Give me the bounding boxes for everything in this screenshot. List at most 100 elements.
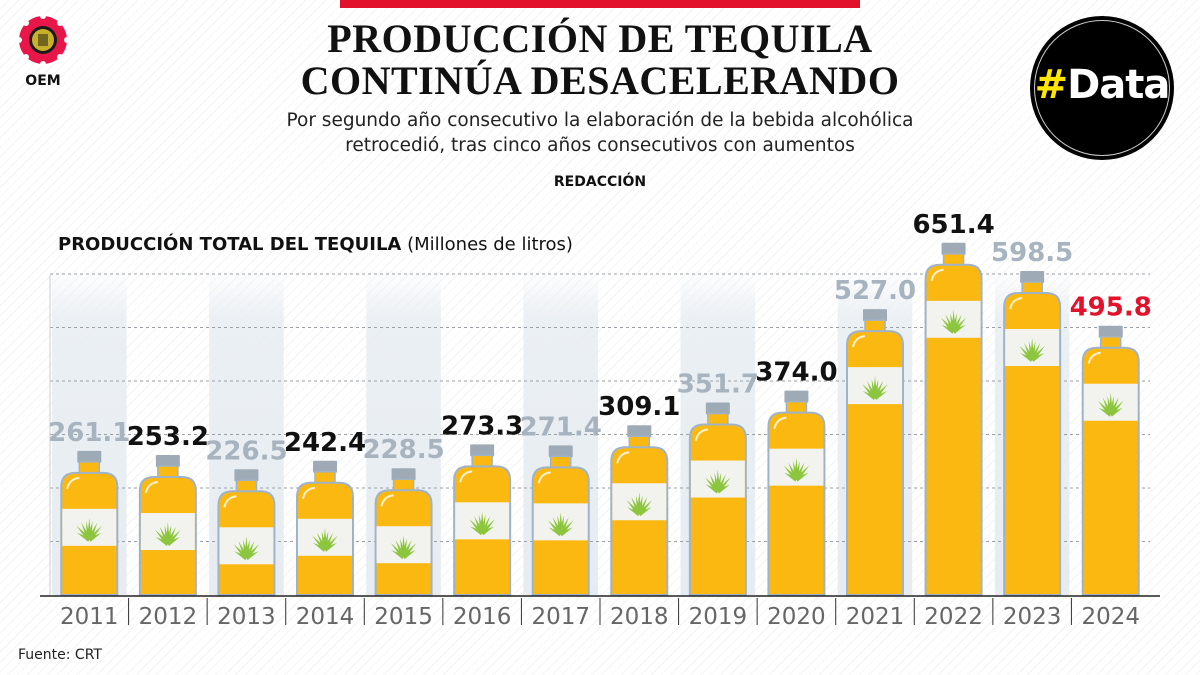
agave-icon	[76, 517, 102, 542]
agave-icon	[940, 309, 967, 334]
hashtag-symbol: #	[1034, 62, 1069, 108]
bottle-2022	[924, 242, 983, 596]
value-label: 351.7	[677, 370, 759, 400]
agave-leaf	[638, 507, 652, 517]
bottle-highlight	[66, 476, 80, 490]
value-label: 226.5	[205, 436, 287, 466]
x-tick-label: 2011	[60, 604, 119, 630]
bottle-highlight	[302, 486, 316, 500]
value-label: 273.3	[441, 411, 523, 441]
value-label: 374.0	[755, 358, 837, 388]
agave-leaf	[88, 532, 102, 542]
bottle-2017	[531, 445, 590, 596]
agave-icon	[155, 522, 181, 546]
agave-leaf	[952, 324, 966, 334]
source-note: Fuente: CRT	[18, 647, 102, 663]
subtitle: Por segundo año consecutivo la elaboraci…	[0, 108, 1200, 158]
x-tick-label: 2021	[846, 604, 905, 630]
chart-title: PRODUCCIÓN TOTAL DEL TEQUILA (Millones d…	[58, 234, 573, 255]
bottle-2012	[138, 455, 197, 596]
bottle-body	[688, 423, 747, 596]
bottle-2013	[217, 469, 276, 596]
bottle-highlight	[537, 471, 551, 484]
bottle-cap	[784, 390, 809, 403]
value-label: 598.5	[991, 238, 1073, 268]
value-label: 495.8	[1070, 293, 1152, 323]
bottle-body	[924, 263, 983, 596]
agave-icon	[1019, 337, 1045, 362]
bottle-highlight	[223, 495, 237, 508]
agave-leaf	[245, 551, 259, 561]
agave-leaf	[481, 526, 495, 536]
x-tick-label: 2022	[924, 604, 983, 630]
bottle-highlight	[1087, 351, 1101, 364]
bottle-highlight	[852, 335, 866, 348]
bottle-cap	[863, 309, 887, 322]
bottle-highlight	[930, 268, 944, 282]
value-label: 228.5	[362, 435, 444, 465]
agave-leaf	[323, 532, 334, 551]
agave-icon	[862, 376, 888, 401]
bottle-highlight	[144, 481, 158, 494]
x-tick-label: 2024	[1081, 604, 1140, 630]
bottle-cap	[470, 444, 495, 457]
bottle-cap	[1020, 270, 1045, 283]
bottle-cap	[548, 445, 573, 458]
agave-leaf	[87, 522, 98, 541]
byline: REDACCIÓN	[553, 174, 647, 190]
x-tick-label: 2019	[689, 604, 748, 630]
bottle-highlight	[459, 470, 473, 483]
bottle-cap	[391, 468, 416, 481]
bottle-body	[767, 411, 826, 596]
x-tick-label: 2012	[139, 604, 198, 630]
page-title: PRODUCCIÓN DE TEQUILA CONTINÚA DESACELER…	[0, 18, 1200, 102]
agave-leaf	[1031, 352, 1045, 362]
bottle-highlight	[773, 416, 787, 429]
agave-leaf	[715, 474, 726, 493]
agave-icon	[705, 469, 731, 494]
value-label: 651.4	[912, 210, 994, 240]
agave-leaf	[559, 527, 573, 537]
agave-leaf	[951, 314, 962, 333]
agave-icon	[548, 512, 574, 537]
agave-leaf	[166, 537, 180, 546]
bottle-2020	[767, 390, 826, 596]
title-line-2: CONTINÚA DESACELERANDO	[300, 58, 900, 103]
bottle-2011	[60, 450, 119, 596]
data-badge: #Data	[1030, 16, 1174, 160]
x-tick-label: 2017	[531, 604, 590, 630]
agave-leaf	[1108, 397, 1119, 416]
agave-leaf	[401, 539, 412, 559]
sun-emblem-icon	[16, 13, 70, 67]
bottle-cap	[705, 402, 730, 415]
agave-leaf	[165, 526, 176, 545]
value-label: 253.2	[127, 422, 209, 452]
agave-leaf	[1109, 407, 1123, 417]
logo-text: OEM	[25, 73, 60, 89]
bottle-cap	[155, 455, 180, 468]
badge-word: Data	[1067, 62, 1170, 108]
bottle-2018	[610, 425, 669, 596]
agave-leaf	[637, 497, 648, 516]
bottle-highlight	[616, 451, 630, 464]
subtitle-line-1: Por segundo año consecutivo la elaboraci…	[286, 110, 914, 131]
x-tick-label: 2013	[217, 604, 276, 630]
x-tick-label: 2023	[1003, 604, 1062, 630]
agave-leaf	[794, 462, 805, 481]
bottle-cap	[313, 460, 337, 473]
top-accent-bar	[340, 0, 860, 8]
agave-icon	[783, 457, 810, 482]
bottle-body	[610, 446, 669, 596]
agave-leaf	[873, 391, 888, 401]
agave-leaf	[716, 484, 730, 494]
subtitle-line-2: retrocedió, tras cinco años consecutivos…	[345, 135, 855, 156]
bottle-cap	[941, 242, 966, 255]
agave-icon	[312, 527, 338, 552]
chart-title-main: PRODUCCIÓN TOTAL DEL TEQUILA	[58, 234, 402, 255]
bottle-cap	[77, 450, 102, 463]
agave-leaf	[402, 550, 416, 560]
value-label: 309.1	[598, 392, 680, 422]
bottle-cap	[1098, 325, 1123, 338]
value-label: 527.0	[834, 276, 916, 306]
bottle-highlight	[694, 428, 708, 441]
